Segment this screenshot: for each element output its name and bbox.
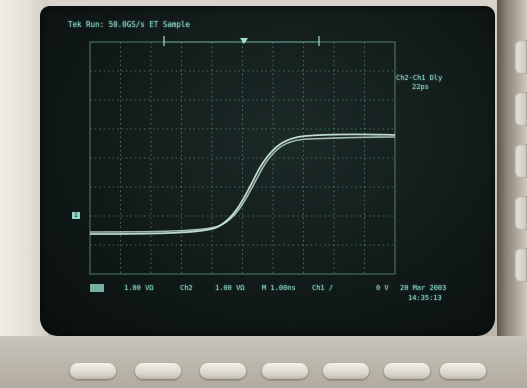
status-ch2-scale: 1.00 VΩ: [215, 284, 245, 292]
ch2-waveform: [89, 136, 396, 233]
status-date: 20 Mar 2003: [400, 284, 447, 292]
measurement-label: Ch2-Ch1 Dly: [396, 74, 443, 82]
trigger-markers: [163, 36, 320, 46]
bottom-bezel: [0, 336, 527, 388]
soft-key-6[interactable]: [384, 363, 430, 379]
status-trigger: Ch1 ∕: [312, 284, 334, 292]
status-timebase: M 1.00ns: [262, 284, 296, 292]
soft-key-1[interactable]: [70, 363, 116, 379]
side-button-1[interactable]: [515, 40, 527, 74]
trigger-position-marker: [240, 38, 248, 44]
status-time: 14:35:13: [408, 294, 442, 302]
oscilloscope-screen: Tek Run: 50.0GS/s ET Sample Ch2-Ch1 Dly …: [40, 6, 495, 336]
soft-key-4[interactable]: [262, 363, 308, 379]
channel-marker: 1: [72, 212, 80, 219]
status-ch2-label: Ch2: [180, 284, 193, 292]
soft-key-7[interactable]: [440, 363, 486, 379]
ch1-waveform: [89, 133, 396, 235]
waveform-display: [89, 36, 396, 275]
status-ch1-indicator: [90, 284, 104, 292]
right-bezel: [497, 0, 527, 388]
side-button-5[interactable]: [515, 248, 527, 282]
acquisition-header: Tek Run: 50.0GS/s ET Sample: [68, 20, 190, 29]
status-ch1-scale: 1.00 VΩ: [124, 284, 154, 292]
side-button-2[interactable]: [515, 92, 527, 126]
soft-key-2[interactable]: [135, 363, 181, 379]
soft-key-5[interactable]: [323, 363, 369, 379]
graticule: [89, 41, 396, 275]
soft-key-3[interactable]: [200, 363, 246, 379]
side-button-4[interactable]: [515, 196, 527, 230]
measurement-value: 22ps: [412, 83, 429, 91]
status-trigger-level: 0 V: [376, 284, 389, 292]
side-button-3[interactable]: [515, 144, 527, 178]
